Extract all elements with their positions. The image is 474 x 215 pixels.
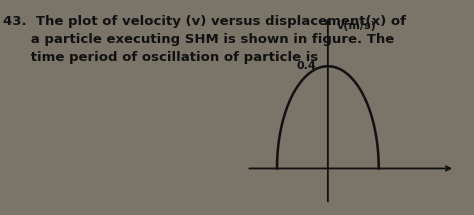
Text: 0.4: 0.4 (297, 61, 317, 71)
Text: 43.  The plot of velocity (v) versus displacement(x) of
      a particle executi: 43. The plot of velocity (v) versus disp… (2, 15, 406, 64)
Text: v(m/s): v(m/s) (337, 21, 377, 31)
